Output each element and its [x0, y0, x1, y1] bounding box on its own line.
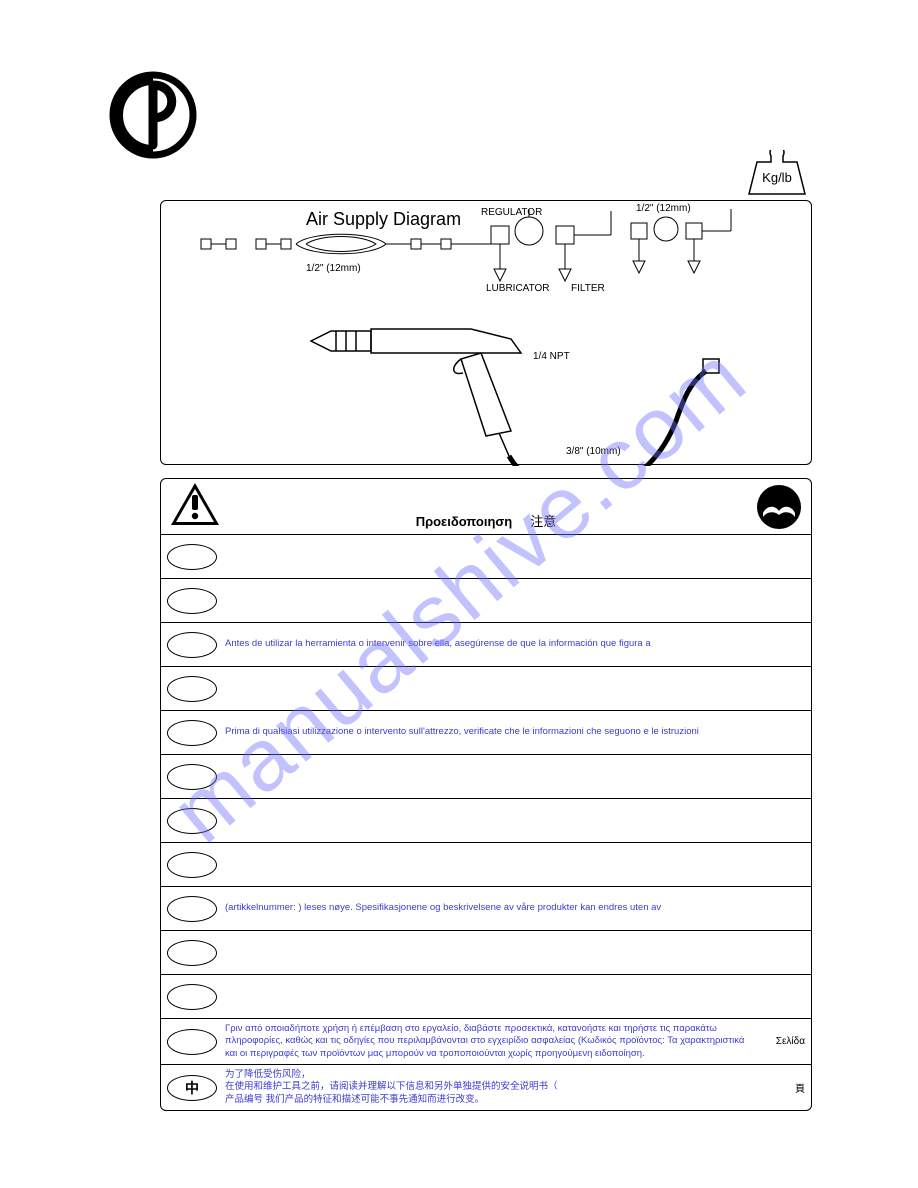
lang-row [161, 799, 811, 843]
lang-text: Antes de utilizar la herramienta o inter… [225, 638, 755, 650]
lang-oval: 中 [167, 1075, 217, 1101]
lang-oval [167, 896, 217, 922]
label-filter: FILTER [571, 283, 605, 294]
lang-text: Γριν από οποιαδήποτε χρήση ή επέμβαση στ… [225, 1023, 755, 1060]
warning-rows: Antes de utilizar la herramienta o inter… [161, 535, 811, 1110]
lang-oval [167, 720, 217, 746]
lang-oval [167, 984, 217, 1010]
lang-oval [167, 544, 217, 570]
lang-oval [167, 676, 217, 702]
lang-row [161, 667, 811, 711]
page: Kg/lb Air Supply Diagram [0, 0, 918, 1188]
air-supply-diagram: Air Supply Diagram [160, 200, 812, 465]
lang-oval [167, 632, 217, 658]
lang-oval [167, 852, 217, 878]
label-regulator: REGULATOR [481, 207, 542, 218]
warning-header-text: Προειδοποιηση 注意 [161, 511, 811, 530]
warning-greek: Προειδοποιηση [416, 514, 513, 529]
lang-row: Antes de utilizar la herramienta o inter… [161, 623, 811, 667]
lang-page: 頁 [755, 1080, 805, 1095]
label-three-eighths: 3/8" (10mm) [566, 446, 621, 457]
label-half-inch-top: 1/2" (12mm) [636, 203, 691, 214]
lang-row: Γριν από οποιαδήποτε χρήση ή επέμβαση στ… [161, 1019, 811, 1065]
lang-oval [167, 808, 217, 834]
label-half-inch-hose: 1/2" (12mm) [306, 263, 361, 274]
lang-text: (artikkelnummer: ) leses nøye. Spesifika… [225, 902, 755, 914]
weight-label: Kg/lb [762, 170, 792, 185]
warning-table: Προειδοποιηση 注意 Antes de utilizar la he… [160, 478, 812, 1111]
lang-page: Σελίδα [755, 1036, 805, 1047]
cp-logo [108, 70, 198, 165]
lang-oval [167, 588, 217, 614]
lang-oval [167, 940, 217, 966]
lang-row: (artikkelnummer: ) leses nøye. Spesifika… [161, 887, 811, 931]
lang-row [161, 975, 811, 1019]
label-lubricator: LUBRICATOR [486, 283, 550, 294]
lang-row: Prima di qualsiasi utilizzazione o inter… [161, 711, 811, 755]
lang-oval [167, 1029, 217, 1055]
lang-oval [167, 764, 217, 790]
lang-row [161, 579, 811, 623]
warning-header: Προειδοποιηση 注意 [161, 479, 811, 535]
lang-row [161, 843, 811, 887]
lang-row [161, 931, 811, 975]
label-quarter-npt: 1/4 NPT [533, 351, 570, 362]
lang-row [161, 535, 811, 579]
diagram-svg [161, 201, 813, 466]
warning-cjk: 注意 [530, 514, 556, 529]
weight-icon: Kg/lb [745, 150, 809, 203]
lang-text: 为了降低受伤风险， 在使用和维护工具之前，请阅读并理解以下信息和另外单独提供的安… [225, 1069, 755, 1106]
lang-text: Prima di qualsiasi utilizzazione o inter… [225, 726, 755, 738]
lang-row: 中为了降低受伤风险， 在使用和维护工具之前，请阅读并理解以下信息和另外单独提供的… [161, 1065, 811, 1110]
lang-row [161, 755, 811, 799]
